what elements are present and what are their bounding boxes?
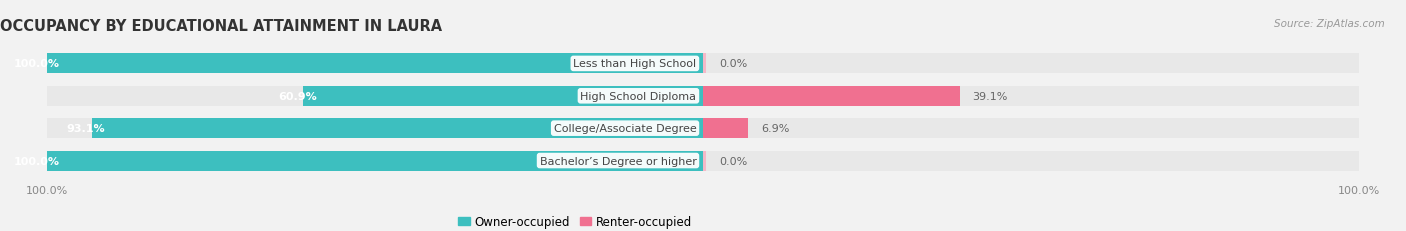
Bar (46, 86, 703, 106)
Legend: Owner-occupied, Renter-occupied: Owner-occupied, Renter-occupied (453, 210, 697, 231)
Text: 0.0%: 0.0% (720, 59, 748, 69)
Bar (46, 151, 703, 171)
Text: 100.0%: 100.0% (14, 59, 60, 69)
Text: 100.0%: 100.0% (14, 156, 60, 166)
Bar (46, 119, 703, 139)
Text: Source: ZipAtlas.com: Source: ZipAtlas.com (1274, 18, 1385, 28)
Text: 39.1%: 39.1% (973, 91, 1008, 101)
Text: College/Associate Degree: College/Associate Degree (554, 124, 696, 134)
Text: Less than High School: Less than High School (574, 59, 696, 69)
Bar (93, 119, 703, 139)
Text: High School Diploma: High School Diploma (581, 91, 696, 101)
Text: 60.9%: 60.9% (278, 91, 316, 101)
Bar (703, 119, 1360, 139)
Bar (703, 54, 706, 74)
Bar (703, 151, 706, 171)
Bar (46, 54, 703, 74)
Text: 6.9%: 6.9% (762, 124, 790, 134)
Text: OCCUPANCY BY EDUCATIONAL ATTAINMENT IN LAURA: OCCUPANCY BY EDUCATIONAL ATTAINMENT IN L… (0, 18, 443, 33)
Text: 0.0%: 0.0% (720, 156, 748, 166)
Bar (304, 86, 703, 106)
Bar (703, 86, 1360, 106)
Bar (46, 54, 703, 74)
Bar (46, 151, 703, 171)
Bar (703, 86, 959, 106)
Bar (703, 119, 748, 139)
Bar (703, 151, 1360, 171)
Text: 93.1%: 93.1% (66, 124, 105, 134)
Text: Bachelor’s Degree or higher: Bachelor’s Degree or higher (540, 156, 696, 166)
Bar (703, 54, 1360, 74)
